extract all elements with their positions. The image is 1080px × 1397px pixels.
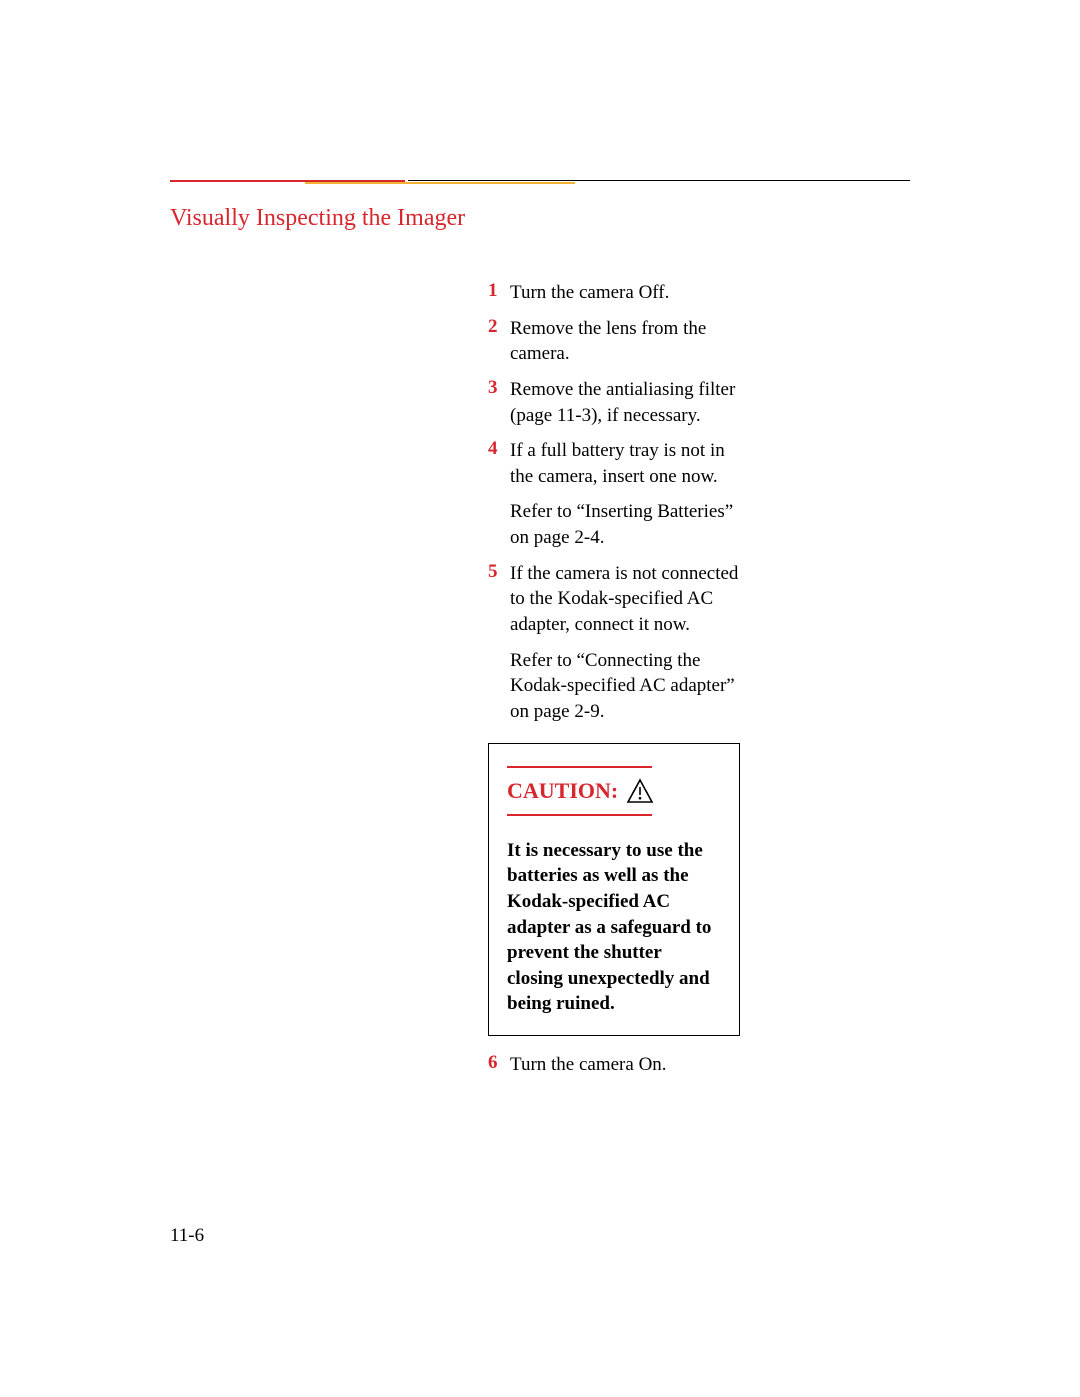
- step-number: 3: [488, 377, 510, 399]
- step-subtext: Refer to “Inserting Batteries” on page 2…: [510, 499, 740, 550]
- warning-triangle-icon: [626, 778, 654, 804]
- step-item: 2 Remove the lens from the camera.: [488, 316, 740, 367]
- step-text: Remove the antialiasing filter (page 11-…: [510, 377, 740, 428]
- rule-yellow: [305, 182, 575, 184]
- step-text: Remove the lens from the camera.: [510, 316, 740, 367]
- step-subtext: Refer to “Connecting the Kodak-specified…: [510, 648, 740, 725]
- page-number: 11-6: [170, 1225, 204, 1247]
- step-item: 6 Turn the camera On.: [488, 1052, 740, 1078]
- caution-body: It is necessary to use the batteries as …: [507, 838, 721, 1017]
- step-text: If the camera is not connected to the Ko…: [510, 561, 740, 638]
- step-text: Turn the camera On.: [510, 1052, 667, 1078]
- step-text: Turn the camera Off.: [510, 280, 669, 306]
- step-text: If a full battery tray is not in the cam…: [510, 438, 740, 489]
- caution-label: CAUTION:: [507, 778, 618, 804]
- step-number: 6: [488, 1052, 510, 1074]
- step-item: 3 Remove the antialiasing filter (page 1…: [488, 377, 740, 428]
- caution-box: CAUTION: It is necessary to use the batt…: [488, 743, 740, 1036]
- caution-rule-bottom: [507, 814, 652, 816]
- steps-column: 1 Turn the camera Off. 2 Remove the lens…: [488, 280, 740, 1088]
- step-number: 1: [488, 280, 510, 302]
- step-item: 5 If the camera is not connected to the …: [488, 561, 740, 638]
- page-content: Visually Inspecting the Imager 1 Turn th…: [170, 0, 910, 1397]
- step-item: 1 Turn the camera Off.: [488, 280, 740, 306]
- caution-rule-top: [507, 766, 652, 768]
- step-number: 2: [488, 316, 510, 338]
- step-number: 4: [488, 438, 510, 460]
- step-item: 4 If a full battery tray is not in the c…: [488, 438, 740, 489]
- rule-black: [408, 180, 910, 181]
- section-title: Visually Inspecting the Imager: [170, 205, 465, 232]
- step-number: 5: [488, 561, 510, 583]
- caution-header: CAUTION:: [507, 778, 721, 804]
